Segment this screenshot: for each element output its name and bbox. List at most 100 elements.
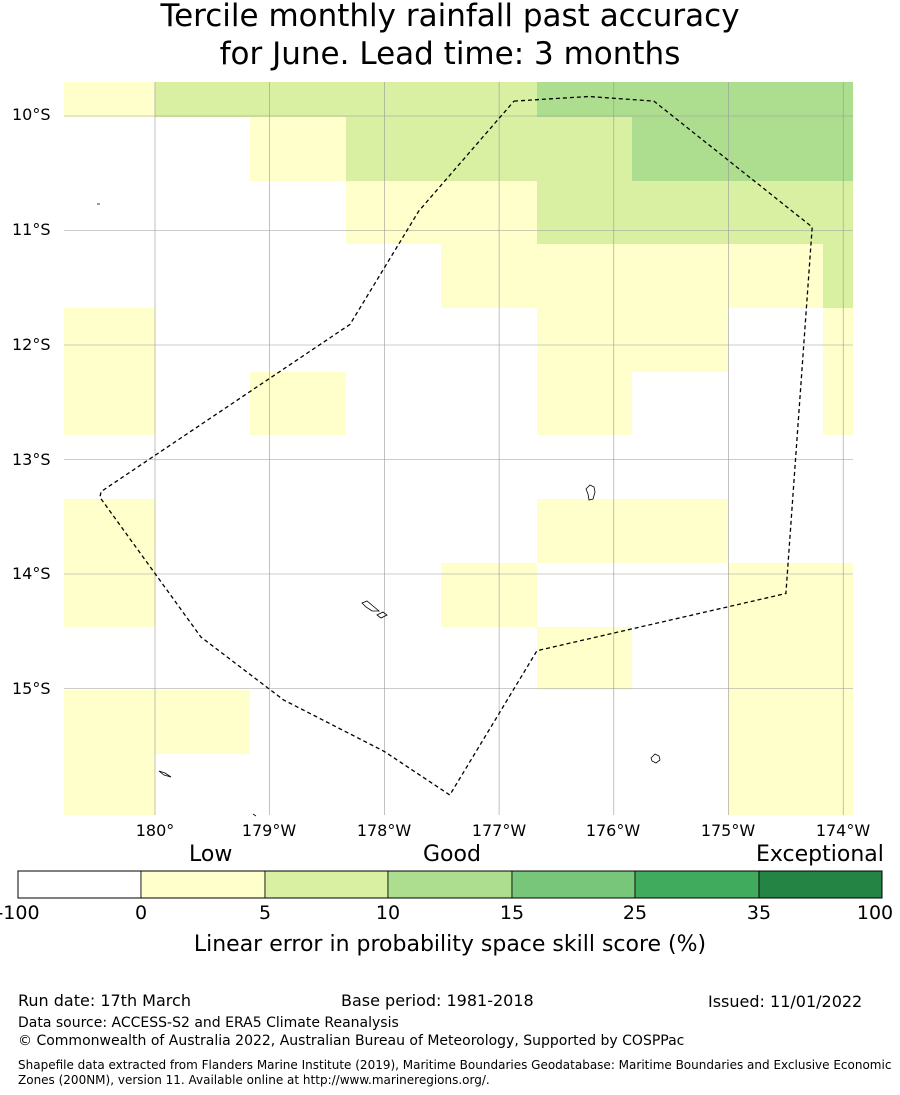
- skill-cell-r0-c3: [346, 82, 441, 117]
- skill-cell-r0-c7: [728, 82, 823, 117]
- shapefile-credit-line-2: Zones (200NM), version 11. Available onl…: [18, 1073, 490, 1087]
- skill-cell-r9-c5: [537, 627, 632, 690]
- colorbar-segment-2: [264, 870, 389, 899]
- skill-cell-r1-c3: [346, 117, 441, 181]
- lat-label-12s: 12°S: [12, 335, 51, 354]
- skill-cell-r4-c8: [823, 308, 853, 372]
- skill-cell-r5-c8: [823, 372, 853, 435]
- skill-cell-r8-c7: [728, 563, 823, 627]
- skill-cell-r7-c0: [64, 499, 155, 563]
- skill-cell-r1-c2: [250, 117, 346, 181]
- colorbar-frame: [17, 870, 883, 899]
- skill-cell-r8-c0: [64, 563, 155, 627]
- skill-cell-r0-c4: [441, 82, 537, 117]
- skill-cell-r7-c6: [632, 499, 728, 563]
- skill-cell-r1-c8: [823, 117, 853, 181]
- skill-grid: [64, 82, 853, 815]
- skill-cell-r2-c7: [728, 181, 823, 244]
- skill-cell-r4-c0: [64, 308, 155, 372]
- map-title-line-1: Tercile monthly rainfall past accuracy: [160, 0, 740, 34]
- skill-cell-r0-c1: [155, 82, 250, 117]
- colorbar-tick-minus100: -100: [0, 902, 40, 924]
- colorbar-segment-0: [17, 870, 142, 899]
- skill-cell-r2-c5: [537, 181, 632, 244]
- skill-cell-r3-c7: [728, 244, 823, 308]
- islet-south: [252, 813, 257, 817]
- data-source: Data source: ACCESS-S2 and ERA5 Climate …: [18, 1015, 399, 1031]
- skill-cell-r5-c0: [64, 372, 155, 435]
- skill-cell-r9-c7: [728, 627, 823, 690]
- skill-cell-r11-c0: [64, 754, 155, 815]
- lat-label-11s: 11°S: [12, 220, 51, 239]
- lat-label-15s: 15°S: [12, 679, 51, 698]
- skill-cell-r1-c5: [537, 117, 632, 181]
- skill-cell-r0-c6: [632, 82, 728, 117]
- shapefile-credit-line-1: Shapefile data extracted from Flanders M…: [18, 1058, 892, 1072]
- lat-label-14s: 14°S: [12, 564, 51, 583]
- graticule: [64, 82, 853, 815]
- islands: [97, 203, 661, 817]
- colorbar-title: Linear error in probability space skill …: [193, 932, 707, 957]
- category-exceptional: Exceptional: [756, 842, 884, 867]
- island-atafu: [650, 753, 661, 764]
- skill-cell-r3-c6: [632, 244, 728, 308]
- skill-cell-r0-c8: [823, 82, 853, 117]
- issued-date: Issued: 11/01/2022: [708, 992, 863, 1011]
- skill-cell-r5-c5: [537, 372, 632, 435]
- skill-cell-r2-c6: [632, 181, 728, 244]
- colorbar-tick-10: 10: [375, 902, 401, 924]
- skill-cell-r10-c1: [155, 690, 250, 754]
- skill-cell-r5-c2: [250, 372, 346, 435]
- lon-label-174w: 174°W: [815, 821, 871, 840]
- skill-cell-r3-c5: [537, 244, 632, 308]
- island-nukunonu-a: [361, 600, 381, 612]
- skill-cell-r7-c5: [537, 499, 632, 563]
- colorbar-segment-1: [140, 870, 266, 899]
- island-swains: [585, 484, 596, 501]
- lon-label-179w: 179°W: [241, 821, 297, 840]
- island-nukunonu-b: [376, 611, 388, 619]
- colorbar-segment-5: [634, 870, 760, 899]
- lat-label-10s: 10°S: [12, 105, 51, 124]
- skill-cell-r1-c7: [728, 117, 823, 181]
- skill-cell-r8-c8: [823, 563, 853, 627]
- skill-cell-r11-c8: [823, 754, 853, 815]
- map-canvas: [17, 82, 883, 899]
- skill-cell-r10-c8: [823, 690, 853, 754]
- colorbar-tick-35: 35: [746, 902, 772, 924]
- skill-cell-r3-c8: [823, 244, 853, 308]
- skill-cell-r0-c2: [250, 82, 346, 117]
- lon-label-175w: 175°W: [700, 821, 756, 840]
- skill-cell-r2-c8: [823, 181, 853, 244]
- skill-cell-r2-c4: [441, 181, 537, 244]
- skill-cell-r10-c7: [728, 690, 823, 754]
- lon-label-177w: 177°W: [471, 821, 527, 840]
- colorbar-segment-4: [511, 870, 636, 899]
- skill-cell-r0-c0: [64, 82, 155, 117]
- skill-cell-r10-c0: [64, 690, 155, 754]
- skill-cell-r1-c4: [441, 117, 537, 181]
- map-title-line-2: for June. Lead time: 3 months: [219, 36, 681, 72]
- run-date: Run date: 17th March: [18, 991, 191, 1010]
- lon-label-178w: 178°W: [356, 821, 412, 840]
- colorbar-tick-100: 100: [856, 902, 894, 924]
- colorbar-segment-3: [387, 870, 513, 899]
- colorbar-tick-5: 5: [258, 902, 272, 924]
- colorbar-segment-6: [758, 870, 883, 899]
- island-fakaofo: [158, 770, 172, 778]
- category-good: Good: [423, 842, 481, 867]
- skill-cell-r3-c4: [441, 244, 537, 308]
- lon-label-180: 180°: [135, 821, 175, 840]
- skill-cell-r8-c4: [441, 563, 537, 627]
- base-period: Base period: 1981-2018: [341, 991, 534, 1010]
- skill-cell-r2-c3: [346, 181, 441, 244]
- category-low: Low: [189, 842, 233, 867]
- colorbar: [17, 870, 883, 899]
- skill-cell-r0-c5: [537, 82, 632, 117]
- colorbar-tick-0: 0: [134, 902, 148, 924]
- skill-cell-r4-c6: [632, 308, 728, 372]
- colorbar-tick-15: 15: [499, 902, 525, 924]
- eez-boundary: [99, 95, 813, 796]
- lat-label-13s: 13°S: [12, 450, 51, 469]
- skill-cell-r4-c5: [537, 308, 632, 372]
